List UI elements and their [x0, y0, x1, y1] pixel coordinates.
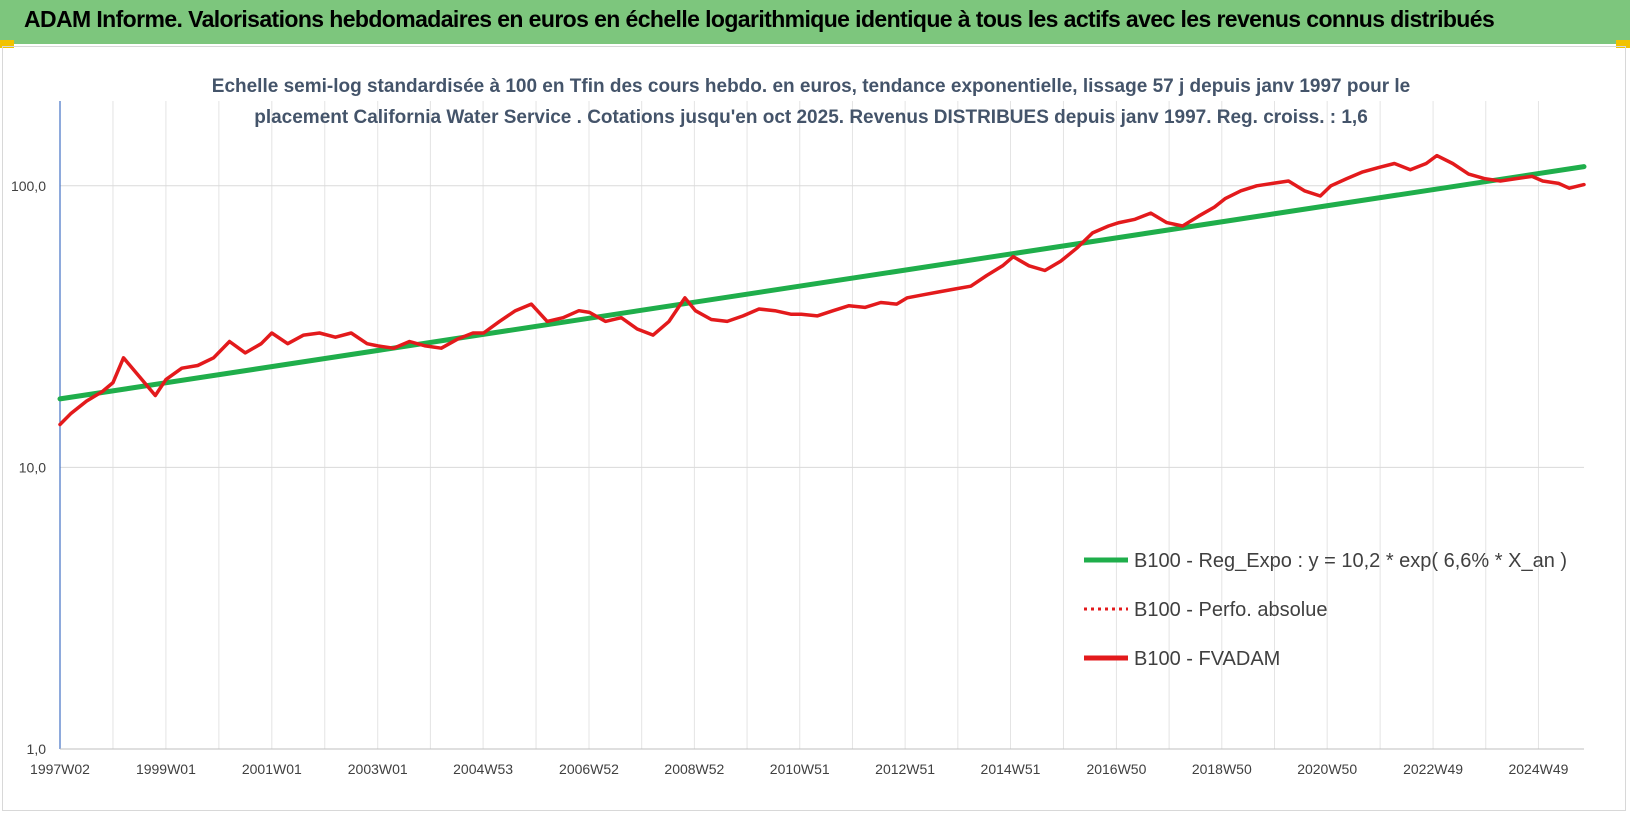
x-tick-label: 2024W49 [1508, 761, 1568, 777]
x-tick-label: 2022W49 [1403, 761, 1463, 777]
x-tick-label: 2012W51 [875, 761, 935, 777]
y-tick-label: 100,0 [11, 178, 46, 194]
y-tick-label: 1,0 [27, 741, 47, 757]
x-tick-label: 2018W50 [1192, 761, 1252, 777]
x-tick-label: 2016W50 [1086, 761, 1146, 777]
corner-marker-left [0, 40, 14, 48]
x-tick-label: 2006W52 [559, 761, 619, 777]
title-banner: ADAM Informe. Valorisations hebdomadaire… [0, 0, 1630, 44]
vertical-gridlines [59, 101, 1539, 749]
y-tick-label: 10,0 [19, 459, 46, 475]
series-line-reg-expo [57, 164, 1587, 402]
x-tick-label: 2008W52 [664, 761, 724, 777]
legend: B100 - Reg_Expo : y = 10,2 * exp( 6,6% *… [1084, 550, 1567, 670]
series-layer [57, 153, 1587, 427]
chart-subtitle-line-2: placement California Water Service . Cot… [254, 107, 1368, 128]
x-tick-label: 2004W53 [453, 761, 513, 777]
banner-title: ADAM Informe. Valorisations hebdomadaire… [24, 6, 1495, 32]
legend-item-reg-expo-label: B100 - Reg_Expo : y = 10,2 * exp( 6,6% *… [1134, 550, 1567, 572]
x-tick-label: 1997W02 [30, 761, 90, 777]
x-tick-label: 2014W51 [981, 761, 1041, 777]
legend-item-fvadam-label: B100 - FVADAM [1134, 648, 1280, 670]
y-tick-labels: 1,0 10,0 100,0 [11, 178, 46, 757]
x-tick-label: 2020W50 [1297, 761, 1357, 777]
chart-frame [2, 46, 1626, 811]
x-tick-label: 1999W01 [136, 761, 196, 777]
series-line-fvadam [58, 153, 1586, 427]
x-tick-label: 2010W51 [770, 761, 830, 777]
x-tick-labels: 1997W02 1999W01 2001W01 2003W01 2004W53 2006W… [30, 761, 1569, 777]
legend-item-perfo-absolue-label: B100 - Perfo. absolue [1134, 599, 1327, 621]
horizontal-gridlines [60, 185, 1584, 750]
chart-subtitle-line-1: Echelle semi-log standardisée à 100 en T… [212, 76, 1410, 97]
corner-marker-right [1616, 40, 1630, 48]
x-tick-label: 2003W01 [348, 761, 408, 777]
x-tick-label: 2001W01 [242, 761, 302, 777]
